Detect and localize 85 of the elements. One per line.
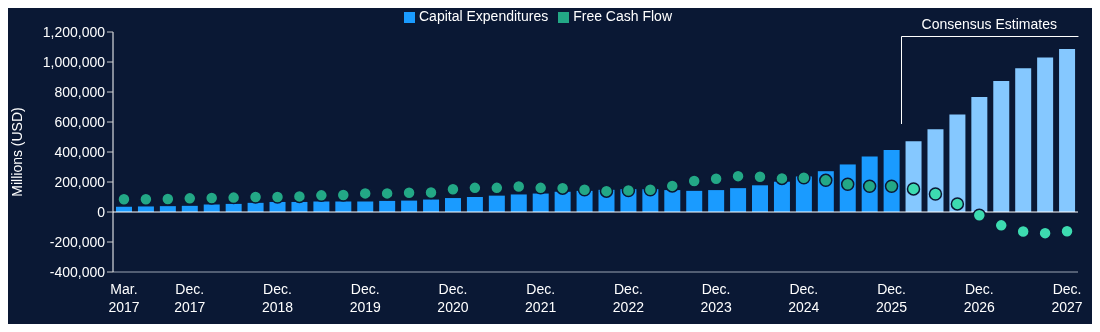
x-tick-label: Dec. 2023 xyxy=(700,281,732,315)
y-tick-label: 1,200,000 xyxy=(42,23,106,40)
bar xyxy=(993,80,1010,212)
bar xyxy=(444,198,461,212)
x-tick-label: Mar. 2017 xyxy=(108,281,140,315)
point xyxy=(906,182,921,196)
x-tick-label: Dec. 2024 xyxy=(788,281,820,315)
point xyxy=(731,169,745,183)
point xyxy=(577,183,592,197)
y-tick-label: -400,000 xyxy=(49,263,106,280)
legend-label: Free Cash Flow xyxy=(573,8,672,24)
y-axis-title: Millions (USD) xyxy=(8,107,25,197)
y-tick-label: 400,000 xyxy=(54,143,106,160)
x-tick-label: Dec. 2018 xyxy=(261,281,294,315)
point xyxy=(775,171,789,186)
bar xyxy=(488,195,505,212)
bar xyxy=(686,190,703,212)
x-tick-label: Dec. 2022 xyxy=(612,281,645,315)
point xyxy=(139,192,153,206)
point xyxy=(753,170,767,184)
y-tick-label: 600,000 xyxy=(54,113,106,130)
point xyxy=(358,186,372,201)
x-tick-label: Dec. 2021 xyxy=(525,281,557,315)
y-tick-label: -200,000 xyxy=(49,233,106,250)
y-tick-label: 1,000,000 xyxy=(42,53,106,70)
point xyxy=(1060,224,1074,238)
point xyxy=(621,183,636,198)
point xyxy=(819,173,833,188)
bar xyxy=(1037,57,1054,212)
bar xyxy=(971,96,988,212)
x-tick-label: Dec. 2027 xyxy=(1051,281,1083,315)
bar xyxy=(773,181,790,212)
bar xyxy=(1059,48,1076,212)
point xyxy=(402,186,416,200)
bar xyxy=(466,197,483,212)
bar xyxy=(379,200,396,212)
bar xyxy=(664,190,681,212)
y-tick-label: 200,000 xyxy=(54,173,106,190)
point xyxy=(709,171,723,186)
point xyxy=(797,171,811,185)
point xyxy=(1038,226,1052,240)
point xyxy=(248,190,263,204)
point xyxy=(183,191,197,206)
bar xyxy=(708,190,725,212)
x-tick-label: Dec. 2026 xyxy=(963,281,996,315)
point xyxy=(490,181,504,195)
bar xyxy=(730,188,747,212)
x-tick-label: Dec. 2020 xyxy=(437,281,469,315)
point xyxy=(336,188,351,202)
point xyxy=(204,191,219,205)
point xyxy=(972,208,987,223)
bar xyxy=(532,193,549,212)
bar xyxy=(1015,68,1032,212)
point xyxy=(380,186,394,201)
y-tick-label: 800,000 xyxy=(54,83,106,100)
point xyxy=(117,192,131,206)
point xyxy=(1016,224,1030,239)
point xyxy=(884,179,899,193)
bar xyxy=(510,194,527,212)
point xyxy=(468,181,482,195)
point xyxy=(270,190,285,204)
point xyxy=(533,181,548,195)
point xyxy=(226,190,241,205)
point xyxy=(424,185,438,200)
point xyxy=(928,187,943,201)
point xyxy=(687,174,701,188)
point xyxy=(511,179,526,194)
point xyxy=(950,197,965,211)
y-tick-label: 0 xyxy=(97,203,106,220)
x-tick-label: Dec. 2017 xyxy=(174,281,206,315)
point xyxy=(161,192,175,206)
bar xyxy=(949,114,966,212)
point xyxy=(292,189,307,204)
x-tick-label: Dec. 2025 xyxy=(876,281,908,315)
point xyxy=(314,188,329,203)
point xyxy=(555,181,570,195)
text: Consensus Estimates xyxy=(920,16,1058,32)
point xyxy=(643,183,658,197)
bar xyxy=(752,185,769,212)
point xyxy=(994,218,1008,233)
point xyxy=(599,184,614,198)
x-tick-label: Dec. 2019 xyxy=(349,281,381,315)
point xyxy=(665,179,680,193)
point xyxy=(446,182,460,196)
legend-label: Capital Expenditures xyxy=(419,8,549,24)
